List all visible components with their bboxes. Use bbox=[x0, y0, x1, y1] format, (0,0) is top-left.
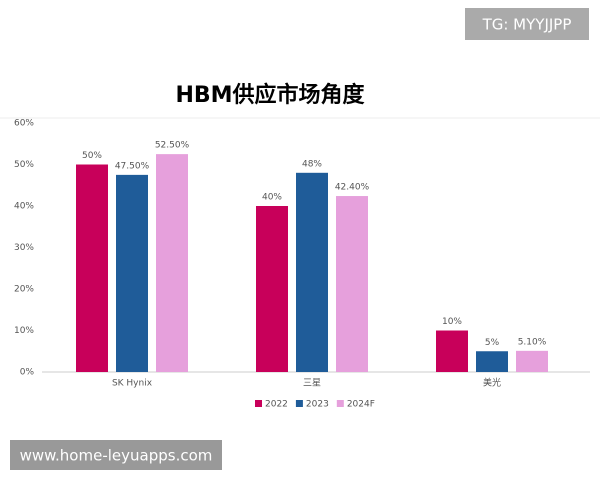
bar bbox=[336, 196, 368, 372]
value-label: 5.10% bbox=[518, 337, 547, 347]
value-label: 50% bbox=[82, 151, 102, 161]
y-tick-label: 0% bbox=[20, 368, 35, 378]
value-label: 40% bbox=[262, 193, 282, 203]
bar bbox=[476, 351, 508, 372]
value-label: 52.50% bbox=[155, 141, 190, 151]
legend-label: 2022 bbox=[265, 400, 288, 410]
bar bbox=[296, 172, 328, 372]
watermark-box bbox=[465, 8, 589, 40]
bar bbox=[156, 154, 188, 372]
y-tick-label: 40% bbox=[14, 202, 34, 212]
legend-swatch bbox=[295, 400, 303, 407]
bar bbox=[436, 330, 468, 372]
bar bbox=[116, 174, 148, 372]
x-tick-label: SK Hynix bbox=[112, 379, 153, 389]
bar bbox=[256, 206, 288, 372]
value-label: 48% bbox=[302, 159, 322, 169]
watermark: TG: MYYJJPP bbox=[482, 16, 572, 34]
bar bbox=[516, 350, 548, 372]
y-tick-label: 50% bbox=[14, 160, 34, 170]
y-tick-label: 60% bbox=[14, 119, 34, 129]
legend-swatch bbox=[336, 400, 344, 407]
y-tick-label: 20% bbox=[14, 285, 34, 295]
bar bbox=[76, 164, 108, 372]
legend-swatch bbox=[255, 400, 262, 407]
y-tick-label: 30% bbox=[14, 243, 34, 253]
value-label: 5% bbox=[485, 338, 500, 348]
chart-title: HBM供应市场角度 bbox=[175, 82, 365, 108]
x-tick-label: 美光 bbox=[483, 377, 501, 389]
legend-label: 2023 bbox=[306, 400, 329, 410]
y-tick-label: 10% bbox=[14, 326, 34, 336]
legend-label: 2024F bbox=[347, 400, 375, 410]
value-label: 42.40% bbox=[335, 183, 370, 193]
value-label: 10% bbox=[442, 317, 462, 327]
x-tick-label: 三星 bbox=[303, 378, 321, 389]
watermark: www.home-leyuapps.com bbox=[20, 447, 213, 465]
watermark-box bbox=[10, 440, 222, 470]
value-label: 47.50% bbox=[115, 161, 150, 171]
